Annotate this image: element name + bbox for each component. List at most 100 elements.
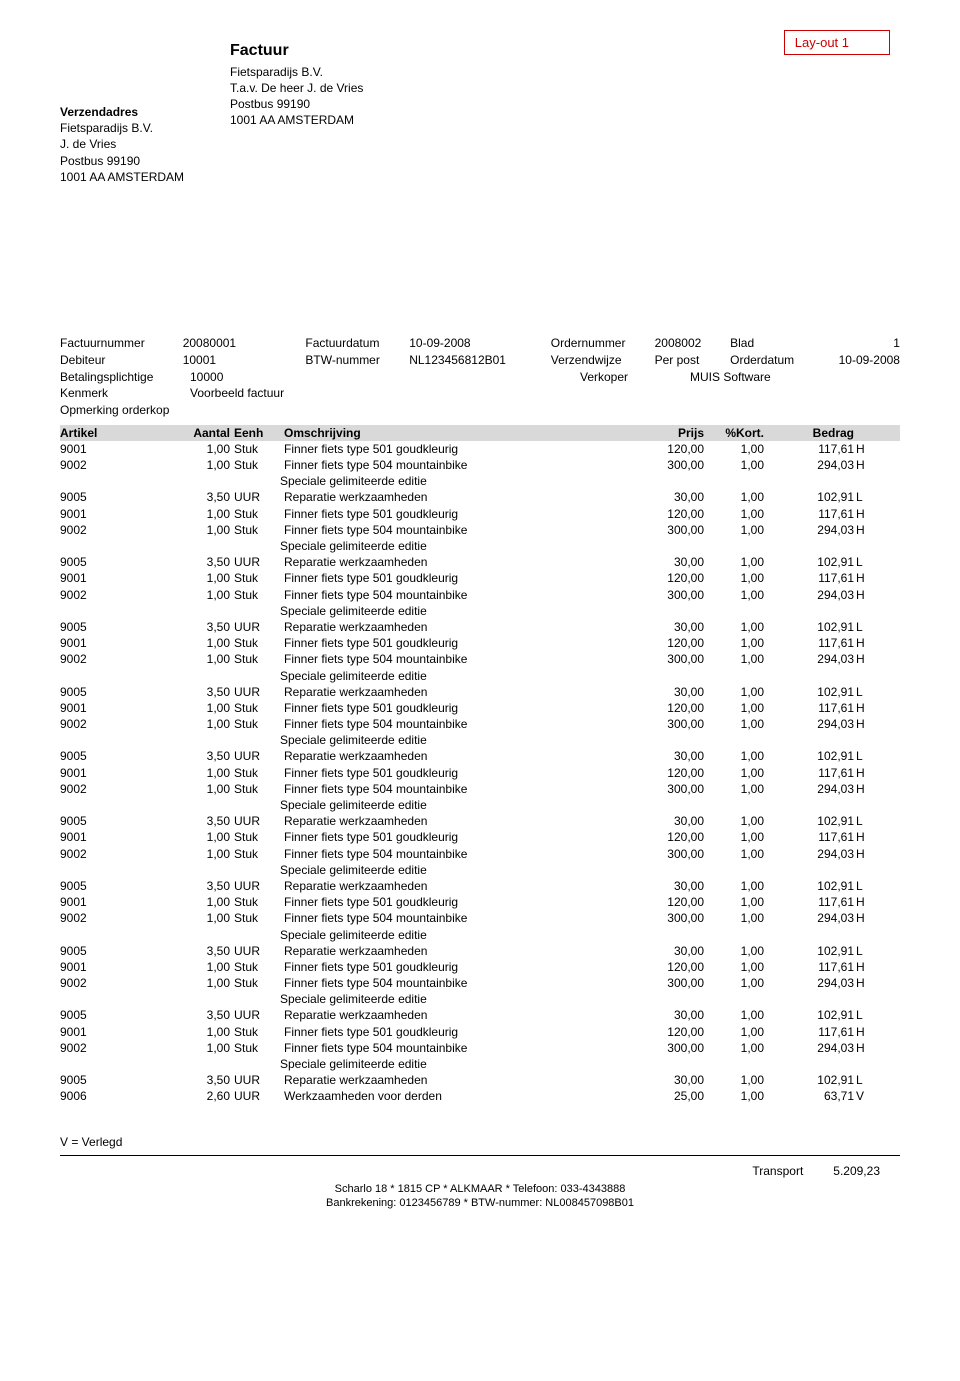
cell-code: H [854, 781, 876, 797]
cell-aantal: 1,00 [170, 781, 234, 797]
cell-artikel: 9001 [60, 700, 170, 716]
cell-code: H [854, 700, 876, 716]
cell-prijs: 120,00 [634, 959, 704, 975]
invoice-subline: Speciale gelimiteerde editie [60, 603, 900, 619]
invoice-subline: Speciale gelimiteerde editie [60, 538, 900, 554]
cell-code: H [854, 570, 876, 586]
invoice-line: 90011,00StukFinner fiets type 501 goudkl… [60, 959, 900, 975]
col-header-aantal: Aantal [170, 426, 234, 440]
cell-subdesc: Speciale gelimiteerde editie [280, 927, 630, 943]
cell-bedrag: 294,03 [764, 716, 854, 732]
cell-code: H [854, 506, 876, 522]
col-header-artikel: Artikel [60, 426, 170, 440]
cell-omschrijving: Reparatie werkzaamheden [284, 1007, 634, 1023]
cell-prijs: 30,00 [634, 489, 704, 505]
cell-kort: 1,00 [704, 489, 764, 505]
cell-bedrag: 294,03 [764, 846, 854, 862]
cell-kort: 1,00 [704, 1024, 764, 1040]
sender-pobox: Postbus 99190 [60, 153, 210, 169]
cell-eenh: Stuk [234, 522, 284, 538]
header-block: Verzendadres Fietsparadijs B.V. J. de Vr… [60, 40, 900, 185]
cell-eenh: Stuk [234, 716, 284, 732]
cell-subdesc: Speciale gelimiteerde editie [280, 473, 630, 489]
cell-omschrijving: Finner fiets type 504 mountainbike [284, 651, 634, 667]
cell-code: L [854, 1007, 876, 1023]
cell-kort: 1,00 [704, 684, 764, 700]
invoice-line: 90021,00StukFinner fiets type 504 mounta… [60, 716, 900, 732]
cell-kort: 1,00 [704, 829, 764, 845]
cell-prijs: 120,00 [634, 765, 704, 781]
col-header-bedrag: Bedrag [764, 426, 854, 440]
cell-eenh: Stuk [234, 975, 284, 991]
cell-omschrijving: Finner fiets type 501 goudkleurig [284, 570, 634, 586]
cell-omschrijving: Finner fiets type 504 mountainbike [284, 781, 634, 797]
cell-eenh: Stuk [234, 959, 284, 975]
cell-bedrag: 102,91 [764, 813, 854, 829]
transport-value: 5.209,23 [833, 1164, 880, 1178]
invoice-subline: Speciale gelimiteerde editie [60, 473, 900, 489]
cell-eenh: Stuk [234, 457, 284, 473]
invoice-line: 90053,50UURReparatie werkzaamheden30,001… [60, 554, 900, 570]
cell-code: L [854, 489, 876, 505]
cell-eenh: Stuk [234, 506, 284, 522]
cell-prijs: 120,00 [634, 570, 704, 586]
cell-kort: 1,00 [704, 554, 764, 570]
recipient-pobox: Postbus 99190 [230, 96, 363, 112]
cell-artikel: 9001 [60, 1024, 170, 1040]
invoice-line: 90021,00StukFinner fiets type 504 mounta… [60, 651, 900, 667]
meta-value: Voorbeeld factuur [190, 385, 590, 402]
cell-aantal: 2,60 [170, 1088, 234, 1104]
invoice-line: 90053,50UURReparatie werkzaamheden30,001… [60, 489, 900, 505]
cell-eenh: UUR [234, 554, 284, 570]
sender-attn: J. de Vries [60, 136, 210, 152]
cell-omschrijving: Reparatie werkzaamheden [284, 554, 634, 570]
cell-artikel: 9002 [60, 522, 170, 538]
cell-code: H [854, 716, 876, 732]
cell-bedrag: 117,61 [764, 635, 854, 651]
cell-bedrag: 294,03 [764, 781, 854, 797]
cell-bedrag: 102,91 [764, 878, 854, 894]
cell-aantal: 3,50 [170, 748, 234, 764]
cell-prijs: 120,00 [634, 700, 704, 716]
cell-bedrag: 294,03 [764, 457, 854, 473]
cell-bedrag: 102,91 [764, 554, 854, 570]
invoice-line: 90053,50UURReparatie werkzaamheden30,001… [60, 1072, 900, 1088]
cell-subdesc: Speciale gelimiteerde editie [280, 862, 630, 878]
cell-bedrag: 102,91 [764, 684, 854, 700]
cell-code: H [854, 441, 876, 457]
meta-label: Verzendwijze [551, 352, 655, 369]
cell-bedrag: 294,03 [764, 910, 854, 926]
cell-bedrag: 117,61 [764, 1024, 854, 1040]
cell-aantal: 1,00 [170, 587, 234, 603]
cell-artikel: 9002 [60, 587, 170, 603]
cell-kort: 1,00 [704, 716, 764, 732]
cell-omschrijving: Finner fiets type 501 goudkleurig [284, 506, 634, 522]
invoice-lines: 90011,00StukFinner fiets type 501 goudkl… [60, 441, 900, 1105]
cell-prijs: 30,00 [634, 684, 704, 700]
cell-kort: 1,00 [704, 506, 764, 522]
cell-kort: 1,00 [704, 1088, 764, 1104]
meta-value: 1 [815, 335, 900, 352]
cell-eenh: Stuk [234, 1040, 284, 1056]
invoice-subline: Speciale gelimiteerde editie [60, 797, 900, 813]
invoice-line: 90021,00StukFinner fiets type 504 mounta… [60, 846, 900, 862]
cell-code: L [854, 554, 876, 570]
invoice-subline: Speciale gelimiteerde editie [60, 1056, 900, 1072]
cell-prijs: 300,00 [634, 1040, 704, 1056]
cell-prijs: 300,00 [634, 975, 704, 991]
cell-aantal: 3,50 [170, 619, 234, 635]
cell-omschrijving: Reparatie werkzaamheden [284, 684, 634, 700]
cell-artikel: 9002 [60, 846, 170, 862]
cell-omschrijving: Finner fiets type 504 mountainbike [284, 587, 634, 603]
cell-artikel: 9005 [60, 684, 170, 700]
cell-eenh: Stuk [234, 700, 284, 716]
meta-label: Opmerking orderkop [60, 402, 360, 419]
cell-aantal: 3,50 [170, 878, 234, 894]
cell-kort: 1,00 [704, 846, 764, 862]
cell-prijs: 120,00 [634, 1024, 704, 1040]
cell-subdesc: Speciale gelimiteerde editie [280, 668, 630, 684]
meta-value: Per post [655, 352, 731, 369]
cell-aantal: 1,00 [170, 1040, 234, 1056]
cell-artikel: 9001 [60, 506, 170, 522]
cell-prijs: 300,00 [634, 781, 704, 797]
